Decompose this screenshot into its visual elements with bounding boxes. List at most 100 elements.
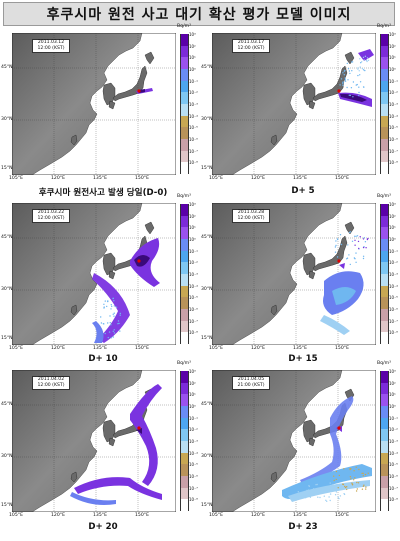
colorbar-tick: 10⁻⁸ (189, 330, 198, 336)
colorbar-tick: 10¹ (389, 392, 396, 398)
colorbar-swatch (180, 417, 189, 430)
page-title: 후쿠시마 원전 사고 대기 확산 평가 모델 이미지 (3, 2, 395, 26)
latitude-label: 15°N (1, 503, 13, 508)
colorbar-tick: 10⁻⁵ (189, 125, 198, 131)
colorbar-tick: 10⁻⁶ (389, 307, 398, 312)
panel-caption: D+ 5 (291, 186, 315, 196)
colorbar-unit: Bq/m³ (177, 361, 191, 366)
panel-caption: D+ 20 (88, 522, 118, 532)
colorbar-tick: 10⁻² (189, 427, 198, 433)
colorbar: Bq/m³ 10³ 10² 10¹ 10⁰ 10⁻¹ 10⁻² 10⁻³ 10⁻⁴ 10⁻⁵ 10⁻… (177, 194, 198, 345)
colorbar-unit: Bq/m³ (377, 24, 391, 29)
longitude-label: 105°E (209, 176, 223, 181)
colorbar-swatch (180, 332, 189, 345)
longitude-label: 135°E (93, 513, 107, 518)
longitude-label: 105°E (209, 346, 223, 351)
colorbar-swatch (180, 320, 189, 333)
colorbar-swatch (380, 429, 389, 442)
colorbar-tick: 10⁻⁷ (189, 485, 198, 491)
colorbar-unit: Bq/m³ (377, 194, 391, 199)
colorbar-tick: 10⁻³ (189, 102, 198, 107)
colorbar-swatch (180, 57, 189, 70)
colorbar-tick: 10⁻⁶ (189, 137, 198, 142)
longitude-label: 105°E (9, 513, 23, 518)
timestamp-label: 2011.04.02 12:00 (KST) (32, 376, 70, 390)
colorbar-tick: 10⁻³ (189, 439, 198, 444)
colorbar-swatch (180, 80, 189, 93)
colorbar-tick: 10⁻¹ (389, 78, 398, 84)
colorbar-tick: 10⁻² (389, 260, 398, 266)
latitude-label: 30°N (201, 117, 213, 122)
map-panel: 2011.03.17 12:00 (KST) 45°N 30°N 15°N 105°E 12… (201, 24, 398, 181)
colorbar-swatch (380, 139, 389, 151)
colorbar-unit: Bq/m³ (177, 24, 191, 29)
colorbar-swatch (180, 371, 189, 383)
colorbar-swatch (180, 69, 189, 81)
colorbar-tick: 10⁻² (389, 90, 398, 96)
colorbar-swatch (380, 127, 389, 140)
colorbar-tick: 10³ (389, 369, 396, 374)
colorbar: Bq/m³ 10³ 10² 10¹ 10⁰ 10⁻¹ 10⁻² 10⁻³ 10⁻⁴ 10⁻⁵ 10⁻… (377, 194, 398, 345)
colorbar-swatch (380, 227, 389, 240)
longitude-label: 135°E (93, 346, 107, 351)
colorbar-tick: 10⁰ (389, 237, 396, 242)
panel-caption: D+ 15 (288, 354, 318, 364)
colorbar-tick: 10¹ (389, 225, 396, 231)
map-panel: 2011.03.12 12:00 (KST) 45°N 30°N 15°N 105°E 12… (1, 24, 198, 181)
colorbar-tick: 10⁻⁴ (389, 283, 398, 289)
timestamp-label: 2011.03.12 12:00 (KST) (32, 39, 70, 53)
colorbar-swatch (380, 150, 389, 163)
timestamp-label: 2011.03.17 12:00 (KST) (232, 39, 270, 53)
colorbar-tick: 10¹ (189, 225, 196, 231)
colorbar-swatch (380, 487, 389, 500)
colorbar: Bq/m³ 10³ 10² 10¹ 10⁰ 10⁻¹ 10⁻² 10⁻³ 10⁻⁴ 10⁻⁵ 10⁻… (377, 24, 398, 175)
plume (92, 238, 160, 343)
colorbar-tick: 10³ (389, 32, 396, 37)
map-panel: 2011.04.05 21:00 (KST) 45°N 30°N 15°N 105°E 12… (201, 361, 398, 518)
colorbar-tick: 10⁻⁵ (389, 295, 398, 301)
latitude-label: 45°N (1, 402, 13, 407)
colorbar-tick: 10⁻⁵ (189, 295, 198, 301)
colorbar-swatch (180, 394, 189, 407)
colorbar-tick: 10⁻³ (189, 272, 198, 277)
dispersion-map (212, 33, 376, 175)
colorbar-swatch (380, 309, 389, 321)
colorbar-tick: 10⁻⁵ (189, 462, 198, 468)
colorbar-tick: 10² (189, 43, 196, 49)
colorbar-swatch (380, 285, 389, 298)
colorbar-tick: 10² (389, 380, 396, 386)
colorbar-swatch (380, 464, 389, 477)
colorbar-swatch (380, 320, 389, 333)
colorbar-swatch (380, 274, 389, 286)
dispersion-map (212, 203, 376, 345)
colorbar-swatch (180, 215, 189, 228)
latitude-label: 45°N (1, 65, 13, 70)
colorbar-swatch (180, 204, 189, 216)
colorbar-tick: 10⁻³ (389, 102, 398, 107)
colorbar-swatch (380, 45, 389, 58)
longitude-label: 150°E (335, 176, 349, 181)
longitude-label: 120°E (51, 346, 65, 351)
longitude-label: 120°E (51, 513, 65, 518)
colorbar-tick: 10¹ (189, 55, 196, 61)
timestamp-label: 2011.04.05 21:00 (KST) (232, 376, 270, 390)
colorbar-tick: 10⁻⁷ (189, 318, 198, 324)
colorbar-swatch (180, 476, 189, 488)
colorbar-swatch (180, 429, 189, 442)
colorbar-tick: 10⁻⁴ (389, 113, 398, 119)
colorbar-tick: 10⁻⁸ (189, 497, 198, 503)
timestamp-label: 2011.03.28 12:00 (KST) (232, 209, 270, 223)
colorbar-tick: 10⁻¹ (189, 78, 198, 84)
colorbar-tick: 10⁻² (189, 260, 198, 266)
colorbar-tick: 10⁻¹ (389, 415, 398, 421)
latitude-label: 45°N (201, 402, 213, 407)
colorbar-tick: 10² (189, 380, 196, 386)
colorbar-swatch (380, 115, 389, 128)
colorbar-swatch (180, 441, 189, 453)
colorbar-swatch (180, 162, 189, 175)
colorbar-tick: 10⁻⁶ (189, 307, 198, 312)
colorbar-tick: 10⁻⁷ (189, 148, 198, 154)
colorbar-swatch (180, 452, 189, 465)
colorbar-tick: 10³ (189, 369, 196, 374)
colorbar-tick: 10⁻⁷ (389, 318, 398, 324)
